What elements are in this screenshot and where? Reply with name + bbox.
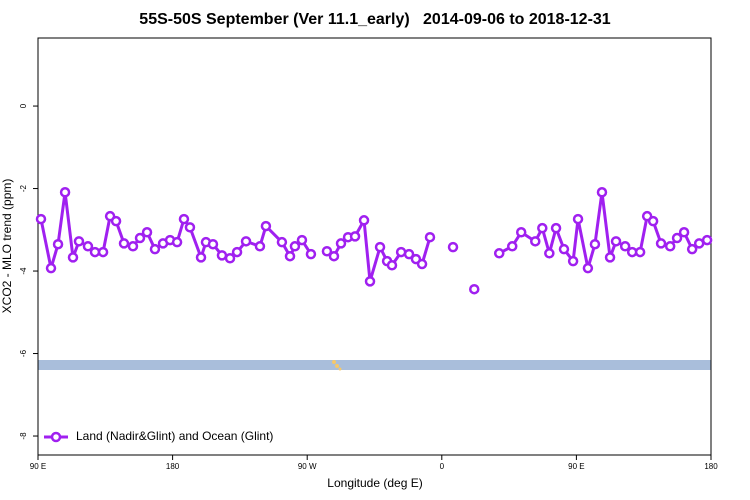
- point: [254, 241, 266, 252]
- point: [178, 213, 190, 225]
- point: [195, 252, 207, 263]
- point: [655, 238, 667, 249]
- point: [619, 241, 631, 252]
- point: [374, 241, 386, 253]
- point: [67, 252, 79, 263]
- y-axis-label: XCO2 - MLO trend (ppm): [0, 179, 14, 314]
- point: [403, 248, 415, 260]
- y-tick-label: -8: [19, 432, 28, 440]
- x-tick-label: 180: [704, 462, 718, 471]
- coverage-band: [38, 360, 711, 370]
- point: [349, 231, 361, 242]
- point: [97, 246, 109, 258]
- point: [45, 262, 57, 274]
- point: [149, 243, 161, 255]
- point: [216, 250, 228, 261]
- point: [634, 246, 646, 258]
- point: [416, 258, 428, 270]
- point: [544, 248, 555, 259]
- coverage-dot: [332, 360, 336, 364]
- y-tick-label: -4: [19, 267, 28, 275]
- point: [469, 283, 480, 295]
- point: [59, 187, 71, 198]
- point: [572, 213, 584, 225]
- point: [328, 250, 340, 262]
- point: [260, 220, 272, 232]
- point: [447, 241, 459, 253]
- point: [582, 262, 594, 274]
- plot-frame: [37, 37, 712, 456]
- point: [171, 236, 183, 248]
- point: [589, 238, 601, 250]
- coverage-dot: [335, 364, 339, 368]
- point: [335, 238, 347, 249]
- point: [134, 232, 146, 244]
- point: [604, 252, 616, 263]
- point: [364, 276, 376, 287]
- point: [530, 236, 541, 247]
- point: [321, 245, 333, 257]
- point: [305, 248, 317, 260]
- point: [558, 243, 570, 255]
- point: [550, 222, 562, 234]
- point: [224, 253, 236, 264]
- point: [35, 213, 47, 225]
- point: [647, 215, 659, 227]
- point: [358, 215, 370, 226]
- x-tick-label: 90 E: [568, 462, 584, 471]
- point: [89, 246, 101, 258]
- point: [141, 227, 153, 238]
- y-tick-label: -6: [19, 349, 28, 357]
- point: [207, 238, 219, 250]
- chart-title: 55S-50S September (Ver 11.1_early) 2014-…: [139, 11, 611, 28]
- point: [664, 241, 676, 252]
- x-tick-label: 0: [440, 462, 445, 471]
- point: [184, 222, 196, 233]
- point: [671, 232, 683, 244]
- point: [537, 222, 548, 234]
- point: [296, 234, 308, 246]
- point: [52, 238, 64, 250]
- x-tick-label: 90 E: [30, 462, 46, 471]
- y-tick-label: -2: [19, 184, 28, 192]
- point: [686, 243, 698, 255]
- legend-marker: [50, 431, 62, 443]
- y-tick-label: 0: [19, 103, 28, 108]
- point: [276, 236, 288, 248]
- point: [231, 246, 243, 258]
- x-axis-label: Longitude (deg E): [327, 476, 422, 490]
- point: [240, 236, 252, 247]
- point: [110, 215, 122, 227]
- legend-label: Land (Nadir&Glint) and Ocean (Glint): [76, 429, 273, 443]
- point: [118, 238, 130, 249]
- point: [424, 231, 436, 243]
- x-tick-label: 180: [166, 462, 180, 471]
- point: [284, 250, 296, 262]
- point: [73, 236, 85, 247]
- point: [596, 187, 608, 198]
- point: [515, 227, 527, 238]
- point: [567, 255, 579, 267]
- point: [678, 227, 690, 238]
- coverage-dot: [338, 367, 342, 371]
- point: [610, 236, 622, 247]
- point: [82, 241, 94, 252]
- point: [701, 234, 713, 246]
- x-tick-label: 90 W: [298, 462, 317, 471]
- point: [289, 241, 301, 252]
- point: [506, 241, 518, 252]
- point: [386, 260, 398, 271]
- point: [127, 241, 139, 252]
- point: [493, 248, 505, 259]
